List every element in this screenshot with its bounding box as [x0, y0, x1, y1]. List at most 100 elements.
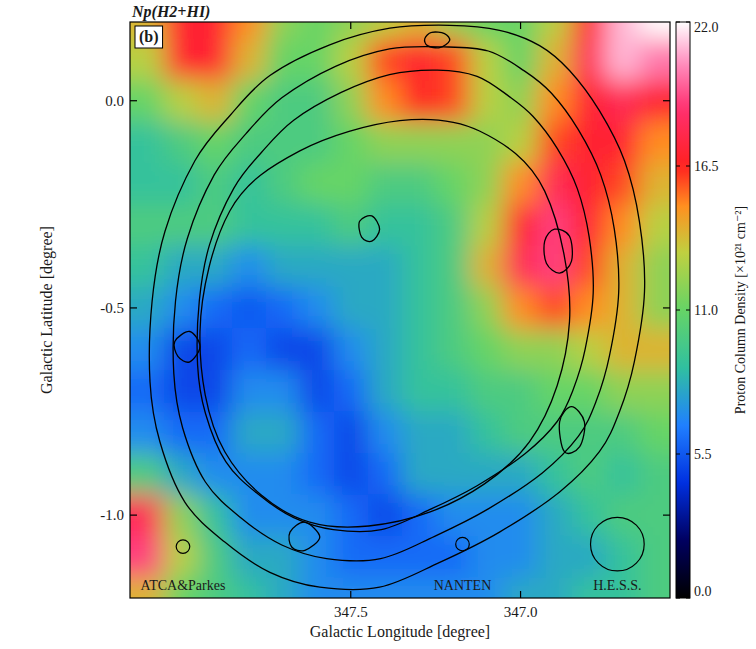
x-tick	[520, 591, 521, 598]
heatmap-cell	[504, 287, 538, 329]
heatmap-cell	[130, 80, 164, 122]
heatmap-cell	[639, 204, 670, 246]
heatmap-cell	[538, 39, 572, 81]
heatmap-cell	[130, 121, 164, 163]
heatmap-cell	[402, 453, 436, 495]
beam-label: NANTEN	[434, 578, 492, 593]
heatmap-cell	[605, 536, 639, 578]
heatmap-cell	[639, 577, 670, 598]
heatmap-cell	[300, 22, 334, 39]
colorbar-tick	[676, 22, 680, 23]
heatmap-cell	[639, 370, 670, 412]
heatmap-cell	[538, 453, 572, 495]
heatmap-cell	[504, 329, 538, 371]
heatmap-cell	[130, 287, 164, 329]
colorbar-title: Proton Column Density [×10²¹ cm⁻²]	[733, 206, 748, 414]
heatmap-cell	[538, 80, 572, 122]
heatmap-cell	[436, 163, 470, 205]
heatmap-cell	[164, 412, 198, 454]
heatmap-cell	[639, 163, 670, 205]
heatmap-cell	[470, 370, 504, 412]
colorbar-tick	[676, 598, 680, 599]
heatmap-cell	[368, 163, 402, 205]
heatmap-cell	[436, 39, 470, 81]
heatmap-cell	[164, 121, 198, 163]
y-tick-label: -1.0	[100, 507, 124, 523]
colorbar-tick-label: 11.0	[694, 303, 718, 318]
colorbar-tick	[686, 166, 690, 167]
heatmap-cell	[605, 22, 639, 39]
heatmap-cell	[368, 22, 402, 39]
y-tick	[663, 307, 670, 308]
heatmap-cell	[198, 80, 232, 122]
heatmap-cell	[266, 453, 300, 495]
heatmap-cell	[164, 494, 198, 536]
heatmap-cell	[232, 412, 266, 454]
heatmap-cell	[164, 204, 198, 246]
heatmap-cell	[266, 329, 300, 371]
heatmap-cell	[504, 39, 538, 81]
contour	[197, 70, 593, 532]
colorbar-tick	[676, 454, 680, 455]
heatmap-cell	[538, 536, 572, 578]
heatmap-cell	[232, 453, 266, 495]
heatmap-cell	[232, 287, 266, 329]
heatmap-cell	[198, 494, 232, 536]
heatmap-cell	[300, 494, 334, 536]
contour	[425, 32, 450, 48]
colorbar	[676, 22, 690, 598]
heatmap-cell	[572, 536, 606, 578]
heatmap-cell	[368, 412, 402, 454]
contours	[149, 25, 644, 590]
heatmap-cell	[572, 246, 606, 288]
heatmap-cell	[572, 494, 606, 536]
heatmap-cell	[470, 536, 504, 578]
x-tick	[350, 591, 351, 598]
x-tick	[520, 22, 521, 29]
heatmap-cell	[266, 204, 300, 246]
heatmap-cell	[164, 246, 198, 288]
heatmap-cell	[266, 536, 300, 578]
heatmap-cell	[130, 204, 164, 246]
heatmap-cell	[300, 453, 334, 495]
heatmap-cell	[368, 80, 402, 122]
heatmap-cell	[605, 246, 639, 288]
heatmap-cell	[538, 22, 572, 39]
heatmap-cell	[368, 121, 402, 163]
heatmap-cell	[164, 80, 198, 122]
heatmap-cell	[504, 536, 538, 578]
heatmap-cell	[402, 22, 436, 39]
heatmap-cell	[368, 577, 402, 598]
heatmap-cell	[402, 329, 436, 371]
heatmap-cell	[436, 453, 470, 495]
heatmap-cell	[504, 246, 538, 288]
heatmap-cell	[504, 121, 538, 163]
heatmap-cell	[232, 121, 266, 163]
x-tick-label: 347.0	[504, 604, 538, 620]
heatmap-cell	[572, 39, 606, 81]
heatmap-cell	[605, 287, 639, 329]
figure: ATCA&ParkesNANTENH.E.S.S.347.5347.00.0-0…	[0, 0, 756, 649]
heatmap-cell	[605, 494, 639, 536]
heatmap-cell	[130, 163, 164, 205]
heatmap-cell	[368, 287, 402, 329]
heatmap-cell	[436, 494, 470, 536]
heatmap-cell	[402, 246, 436, 288]
heatmap-cell	[639, 453, 670, 495]
heatmap-cell	[198, 22, 232, 39]
heatmap-cell	[538, 204, 572, 246]
heatmap-cell	[266, 577, 300, 598]
heatmap-cell	[130, 329, 164, 371]
heatmap-cell	[334, 329, 368, 371]
heatmap-cell	[436, 412, 470, 454]
contour	[149, 25, 644, 590]
x-tick-label: 347.5	[334, 604, 368, 620]
heatmap-cell	[402, 577, 436, 598]
heatmap-cell	[300, 577, 334, 598]
heatmap-cell	[504, 577, 538, 598]
contour	[359, 216, 380, 242]
heatmap-cell	[232, 204, 266, 246]
y-tick	[663, 100, 670, 101]
heatmap-cell	[368, 536, 402, 578]
contour	[289, 522, 320, 551]
